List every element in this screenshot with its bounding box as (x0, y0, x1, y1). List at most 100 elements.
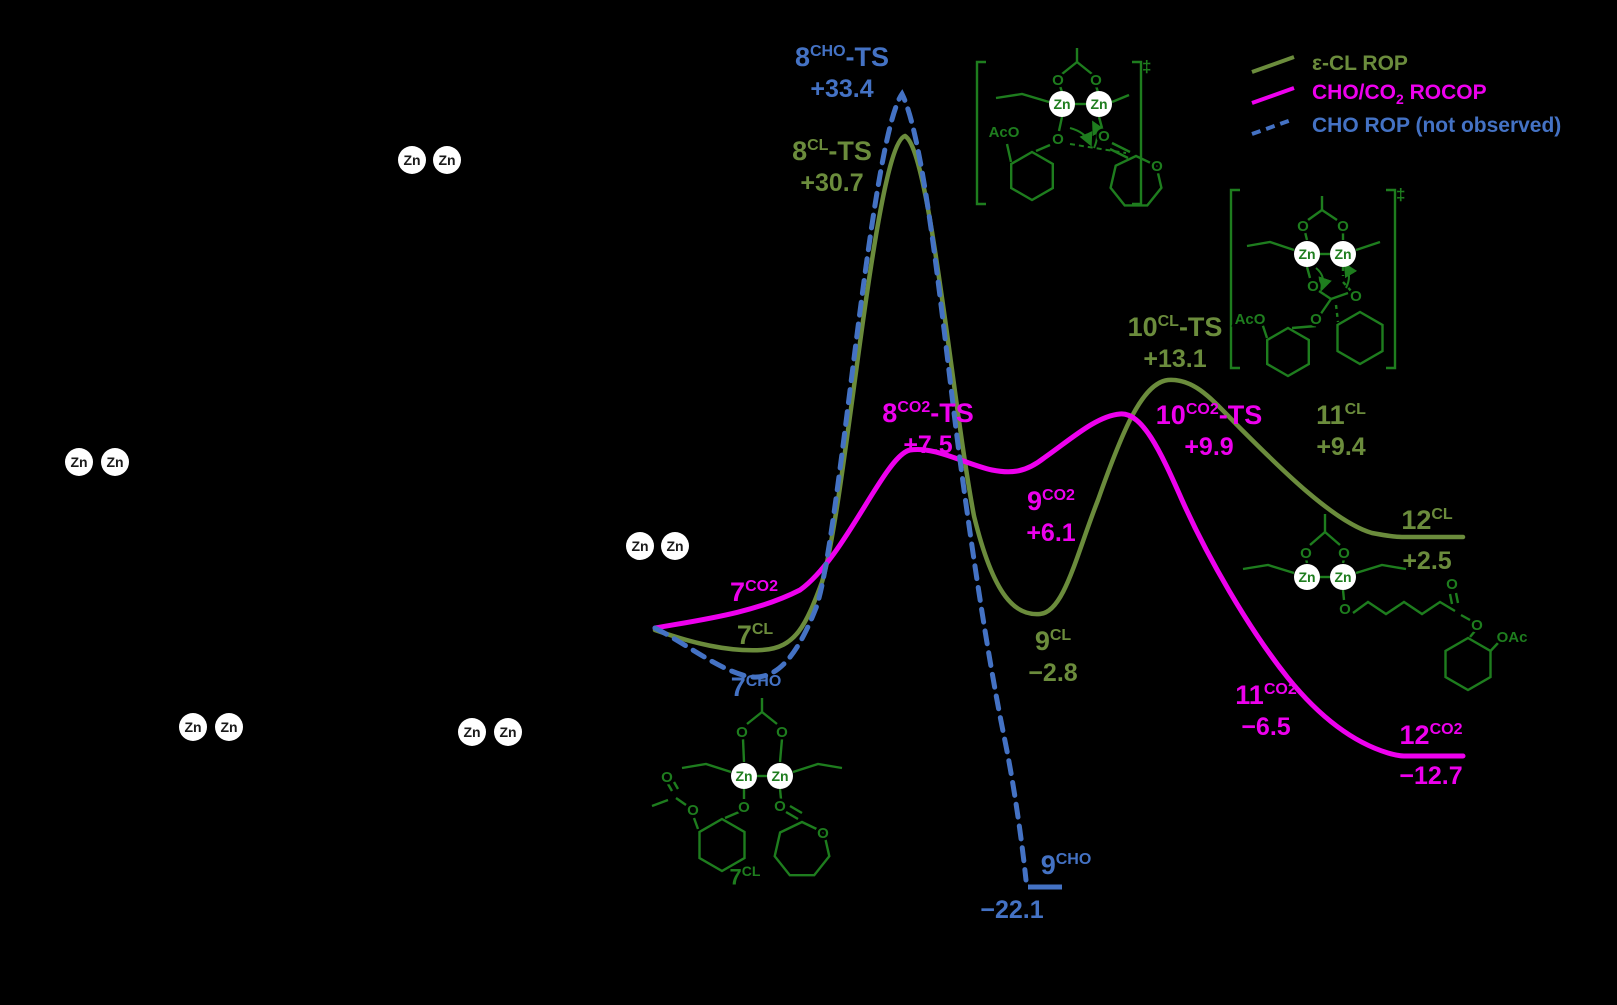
state-energy: +2.5 (1402, 547, 1452, 576)
zn-atom: Zn (438, 152, 455, 168)
state-base: 9 (1040, 850, 1056, 880)
state-name: 8CL-TS (792, 136, 872, 166)
state-energy: +33.4 (810, 75, 874, 104)
label-9co2: 9CO2 +6.1 (1026, 486, 1075, 547)
oxygen-label: O (1339, 601, 1351, 618)
state-name: 7CL (729, 863, 761, 890)
state-name: 9CL (1028, 626, 1077, 656)
state-energy: +30.7 (800, 169, 864, 198)
legend-label-sub: 2 (1396, 91, 1404, 108)
curve-ecl-rop (652, 133, 1466, 653)
state-sup: CO2 (1185, 401, 1219, 418)
zn-atom: Zn (1334, 246, 1351, 262)
state-name: 7CHO (731, 672, 782, 702)
value-9cho: −22.1 (980, 893, 1043, 924)
zn-atom: Zn (771, 768, 788, 784)
oxygen-label: O (817, 825, 829, 842)
state-sup: CL (807, 137, 829, 154)
label-9cl: 9CL −2.8 (1028, 626, 1077, 687)
oxygen-label: O (1090, 72, 1102, 89)
structure-10cl-ts: ‡ O O O O O AcO Zn Zn (1229, 185, 1405, 378)
oxygen-label: O (1297, 218, 1309, 235)
state-base: 7 (730, 672, 746, 702)
state-name: 7CO2 (730, 577, 778, 607)
label-9cho: 9CHO (1041, 850, 1092, 880)
state-name: 11CL (1316, 400, 1366, 430)
zn-atom: Zn (735, 768, 752, 784)
state-base: 12 (1399, 720, 1430, 750)
legend: ε-CL ROP CHO/CO2 ROCOP CHO ROP (not obse… (1248, 48, 1561, 141)
label-8cl-ts: 8CL-TS +30.7 (792, 136, 872, 197)
label-11co2: 11CO2 −6.5 (1235, 680, 1296, 741)
state-suffix: -TS (930, 398, 974, 428)
state-base: 7 (736, 620, 752, 650)
legend-item-cho-co2-rocop: CHO/CO2 ROCOP (1248, 79, 1561, 110)
zn-atom: Zn (106, 454, 123, 470)
state-name: 10CL-TS (1128, 312, 1223, 342)
state-base: 10 (1155, 400, 1186, 430)
oxygen-label: O (1307, 278, 1319, 295)
state-energy: +6.1 (1026, 519, 1076, 548)
state-energy: −22.1 (980, 896, 1044, 924)
state-name: 12CO2 (1399, 720, 1463, 750)
oxygen-label: O (774, 798, 786, 815)
structure-7cl: O O O O O O O Zn Zn (651, 698, 843, 877)
zn-atom: Zn (631, 538, 648, 554)
label-11cl: 11CL +9.4 (1316, 400, 1366, 461)
curve-cho-co2-rocop (652, 411, 1466, 759)
legend-line-blue-dashed-icon (1251, 116, 1295, 136)
oac-group-label: OAc (1497, 629, 1528, 646)
state-sup: CL (1049, 627, 1072, 644)
state-sup: CL (741, 863, 761, 879)
legend-label-pre: CHO/CO (1312, 81, 1396, 105)
oxygen-label: O (1098, 128, 1110, 145)
legend-label: CHO ROP (not observed) (1312, 113, 1562, 137)
oxygen-label: O (687, 802, 699, 819)
zn-pair-2: Zn Zn (65, 448, 129, 476)
state-base: 7 (729, 864, 742, 890)
label-12cl: 12CL +2.5 (1401, 505, 1452, 575)
state-energy: +9.9 (1184, 433, 1234, 462)
oxygen-label: O (1310, 311, 1322, 328)
aco-group-label: AcO (1235, 311, 1266, 328)
legend-line-magenta-icon (1251, 85, 1295, 105)
label-7co2: 7CO2 (730, 577, 778, 607)
oxygen-label: O (736, 724, 748, 741)
state-sup: CHO (1055, 851, 1092, 868)
zn-atom: Zn (499, 724, 516, 740)
state-energy: −12.7 (1399, 762, 1463, 791)
zn-atom: Zn (666, 538, 683, 554)
state-base: 11 (1235, 680, 1264, 710)
state-base: 8 (794, 42, 810, 72)
state-energy: +13.1 (1143, 345, 1207, 374)
zn-atom: Zn (403, 152, 420, 168)
state-sup: CO2 (745, 578, 778, 595)
state-name: 10CO2-TS (1156, 400, 1262, 430)
structure-8cl-ts: ‡ O O O O O AcO Zn Zn (975, 48, 1166, 207)
state-base: 8 (882, 398, 898, 428)
zn-pair-1: Zn Zn (398, 146, 461, 174)
state-name: 7CL (737, 620, 773, 650)
label-7cho: 7CHO (731, 672, 782, 702)
label-structure-7cl: 7CL (729, 863, 761, 890)
legend-label: CHO/CO2 ROCOP (1312, 81, 1487, 107)
label-12co2: 12CO2 −12.7 (1399, 720, 1462, 790)
oxygen-label: O (1337, 218, 1349, 235)
oxygen-label: O (1151, 158, 1163, 175)
state-name: 12CL (1401, 505, 1452, 535)
legend-item-ecl-rop: ε-CL ROP (1248, 48, 1561, 79)
state-energy: +7.5 (903, 431, 953, 460)
legend-line-olive-icon (1251, 54, 1295, 74)
oxygen-label: O (1446, 576, 1458, 593)
structure-12cl-product: O O O O O OAc Zn Zn (1242, 514, 1530, 692)
oxygen-label: O (1338, 545, 1350, 562)
legend-label-post: ROCOP (1403, 81, 1487, 105)
state-sup: CO2 (1429, 721, 1463, 738)
state-name: 8CO2-TS (882, 398, 973, 428)
label-8co2-ts: 8CO2-TS +7.5 (882, 398, 973, 459)
state-sup: CL (1344, 401, 1366, 418)
aco-group-label: AcO (989, 124, 1020, 141)
state-base: 8 (792, 136, 808, 166)
